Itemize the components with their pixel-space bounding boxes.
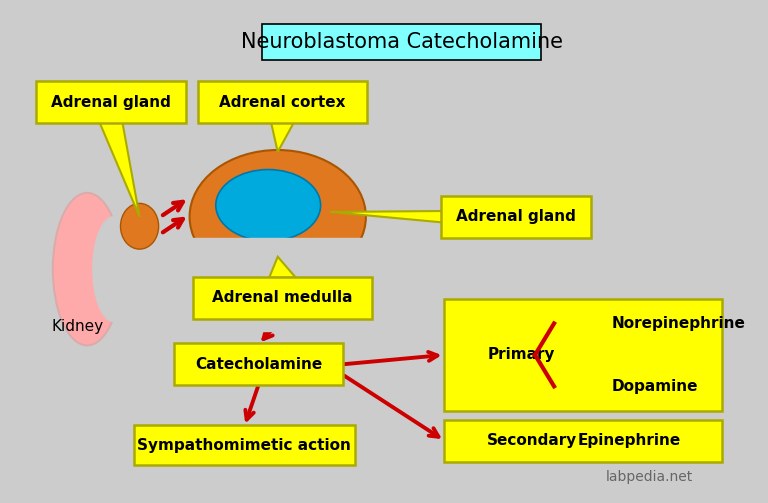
FancyBboxPatch shape xyxy=(441,196,591,238)
Text: Norepinephrine: Norepinephrine xyxy=(611,316,745,331)
Ellipse shape xyxy=(121,203,159,249)
FancyBboxPatch shape xyxy=(134,426,355,465)
FancyBboxPatch shape xyxy=(187,238,368,285)
Text: Epinephrine: Epinephrine xyxy=(578,433,681,448)
FancyBboxPatch shape xyxy=(174,344,343,385)
FancyBboxPatch shape xyxy=(444,420,722,462)
Ellipse shape xyxy=(190,150,366,283)
Polygon shape xyxy=(100,122,140,217)
Text: Adrenal gland: Adrenal gland xyxy=(51,95,171,110)
Text: Dopamine: Dopamine xyxy=(611,379,698,394)
Text: Primary: Primary xyxy=(488,348,554,362)
FancyBboxPatch shape xyxy=(187,245,368,331)
FancyBboxPatch shape xyxy=(263,24,541,60)
Text: labpedia.net: labpedia.net xyxy=(606,470,693,484)
FancyBboxPatch shape xyxy=(444,299,722,410)
Text: Adrenal cortex: Adrenal cortex xyxy=(219,95,346,110)
Ellipse shape xyxy=(93,217,135,321)
Text: Adrenal medulla: Adrenal medulla xyxy=(212,290,353,305)
Polygon shape xyxy=(271,122,294,152)
Text: Neuroblastoma Catecholamine: Neuroblastoma Catecholamine xyxy=(240,32,563,52)
FancyBboxPatch shape xyxy=(194,277,372,319)
Text: Catecholamine: Catecholamine xyxy=(195,357,323,372)
FancyBboxPatch shape xyxy=(36,81,186,123)
Polygon shape xyxy=(269,257,296,278)
FancyBboxPatch shape xyxy=(198,81,367,123)
Ellipse shape xyxy=(53,193,121,346)
Ellipse shape xyxy=(216,170,320,241)
Text: Sympathomimetic action: Sympathomimetic action xyxy=(137,438,351,453)
Polygon shape xyxy=(330,211,442,222)
Text: Kidney: Kidney xyxy=(51,319,104,334)
Text: Secondary: Secondary xyxy=(488,433,578,448)
Text: Adrenal gland: Adrenal gland xyxy=(456,209,576,224)
